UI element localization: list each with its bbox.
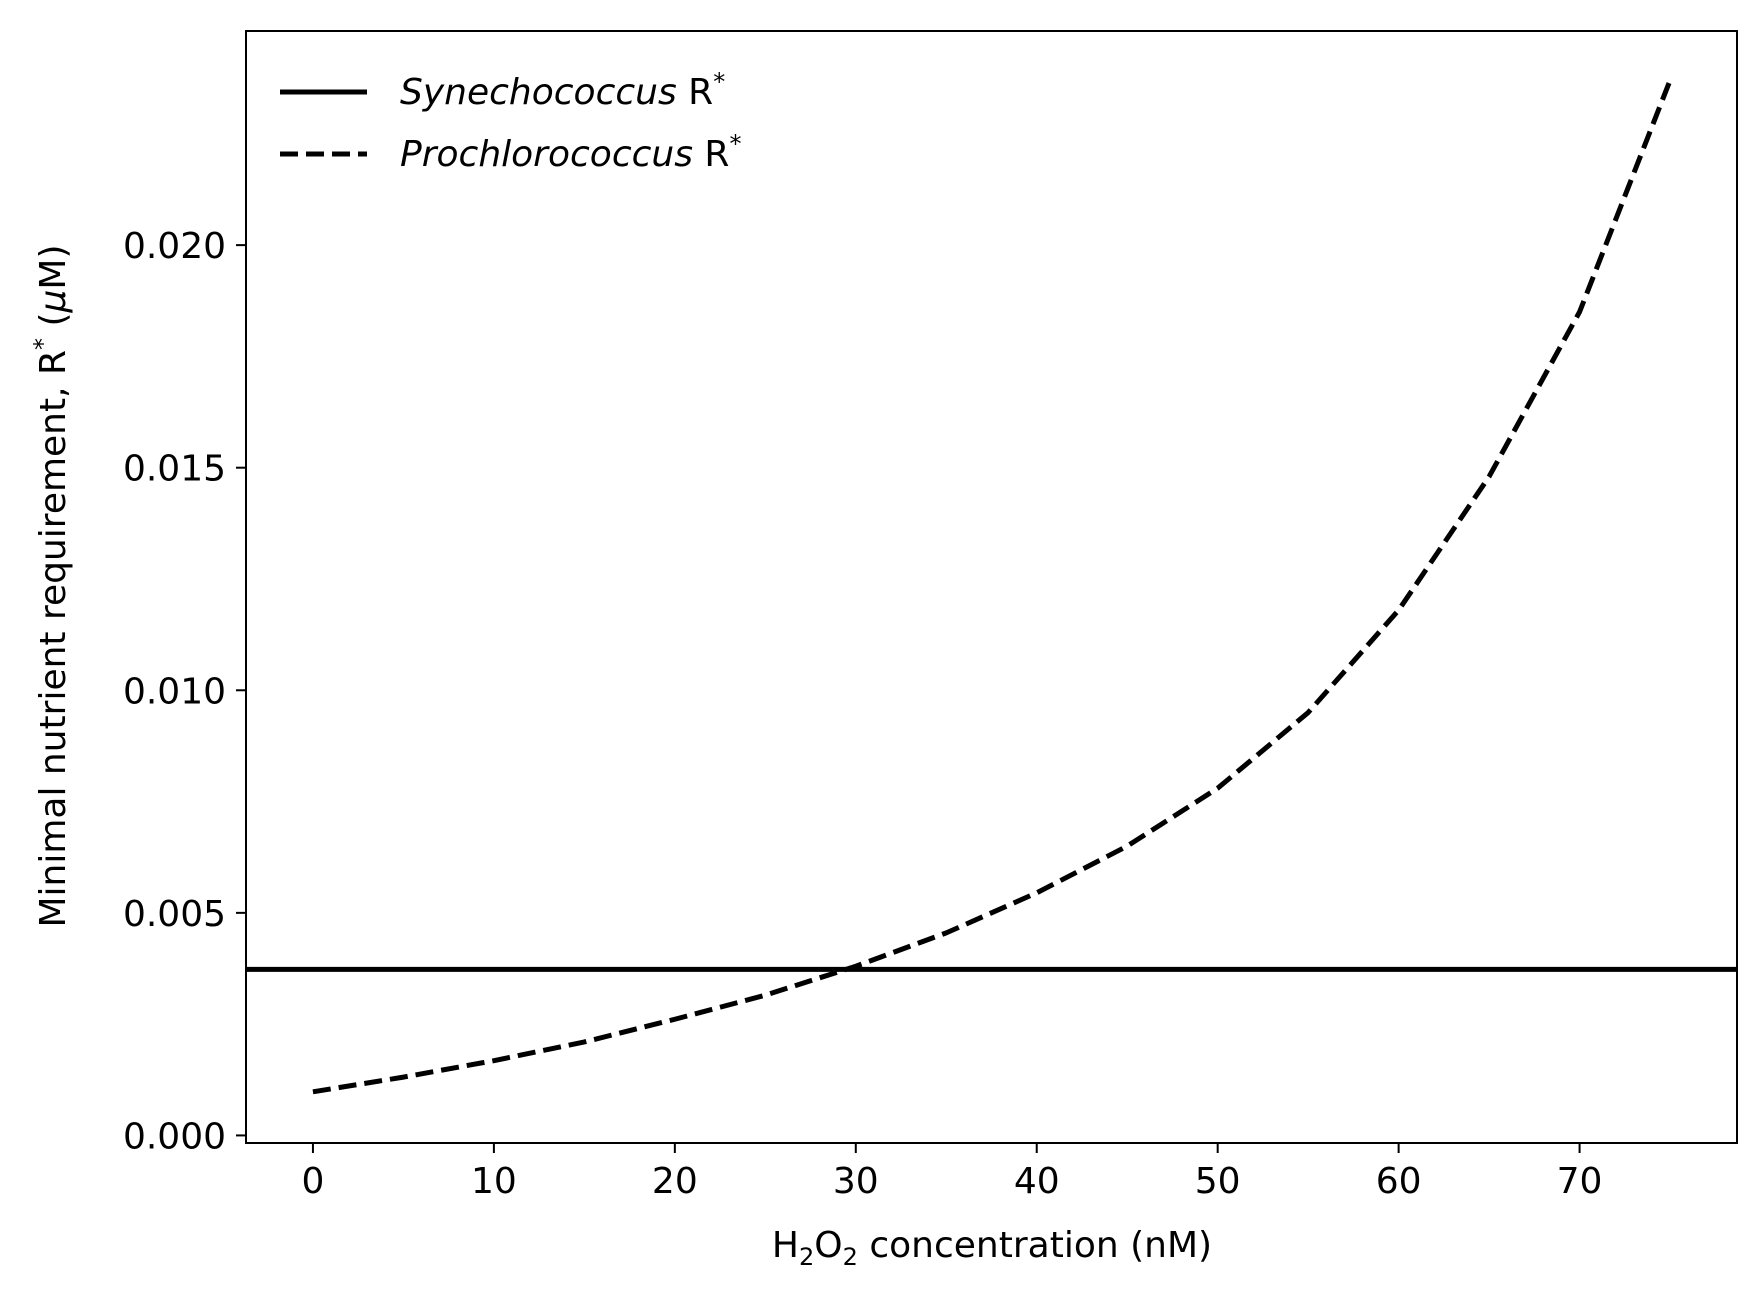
- legend-label-synechococcus-sup: *: [713, 68, 725, 96]
- y-tick-label: 0.015: [123, 449, 226, 490]
- x-axis-label-rest: concentration (nM): [858, 1225, 1212, 1266]
- y-tick-label: 0.010: [123, 671, 226, 712]
- ticks-layer: 0 10 20 30 40 50 60 70 0.000 0.005 0.010 0.015 0.020: [123, 226, 1603, 1202]
- x-tick-label: 0: [301, 1161, 324, 1202]
- legend: Synechococcus R* Prochlorococcus R*: [280, 68, 741, 175]
- x-tick-label: 50: [1195, 1161, 1241, 1202]
- x-axis-label-sub1: 2: [799, 1243, 814, 1271]
- legend-label-synechococcus: Synechococcus R*: [400, 68, 725, 113]
- x-tick-label: 20: [652, 1161, 698, 1202]
- legend-label-synechococcus-r: R: [677, 72, 713, 113]
- legend-label-prochlorococcus-italic: Prochlorococcus: [400, 134, 693, 175]
- y-axis-label-main: Minimal nutrient requirement, R: [33, 350, 74, 928]
- y-tick-label: 0.020: [123, 226, 226, 267]
- x-tick-label: 40: [1014, 1161, 1060, 1202]
- series-line-prochlorococcus: [312, 79, 1673, 1095]
- y-axis-label-close: M): [33, 244, 74, 289]
- legend-label-synechococcus-italic: Synechococcus: [400, 72, 677, 113]
- x-tick-label: 10: [471, 1161, 517, 1202]
- legend-label-prochlorococcus-sup: *: [729, 130, 741, 158]
- axes-frame: [245, 30, 1738, 1144]
- legend-label-prochlorococcus: Prochlorococcus R*: [400, 130, 741, 175]
- x-axis-label-sub2: 2: [843, 1243, 858, 1271]
- y-axis-label-mu: μ: [33, 290, 74, 314]
- y-axis-label-sup: *: [29, 338, 57, 350]
- x-axis-label-h: H: [772, 1225, 799, 1266]
- plot-layer: [246, 79, 1737, 1095]
- y-axis-label-open: (: [33, 312, 74, 338]
- x-tick-label: 60: [1376, 1161, 1422, 1202]
- x-tick-label: 70: [1557, 1161, 1603, 1202]
- x-axis-label: H2O2 concentration (nM): [772, 1225, 1212, 1271]
- y-axis-label: Minimal nutrient requirement, R* (μM): [29, 244, 74, 927]
- legend-label-prochlorococcus-r: R: [693, 134, 729, 175]
- x-tick-label: 30: [833, 1161, 879, 1202]
- y-tick-label: 0.005: [123, 894, 226, 935]
- x-axis-label-o: O: [814, 1225, 842, 1266]
- y-tick-label: 0.000: [123, 1116, 226, 1157]
